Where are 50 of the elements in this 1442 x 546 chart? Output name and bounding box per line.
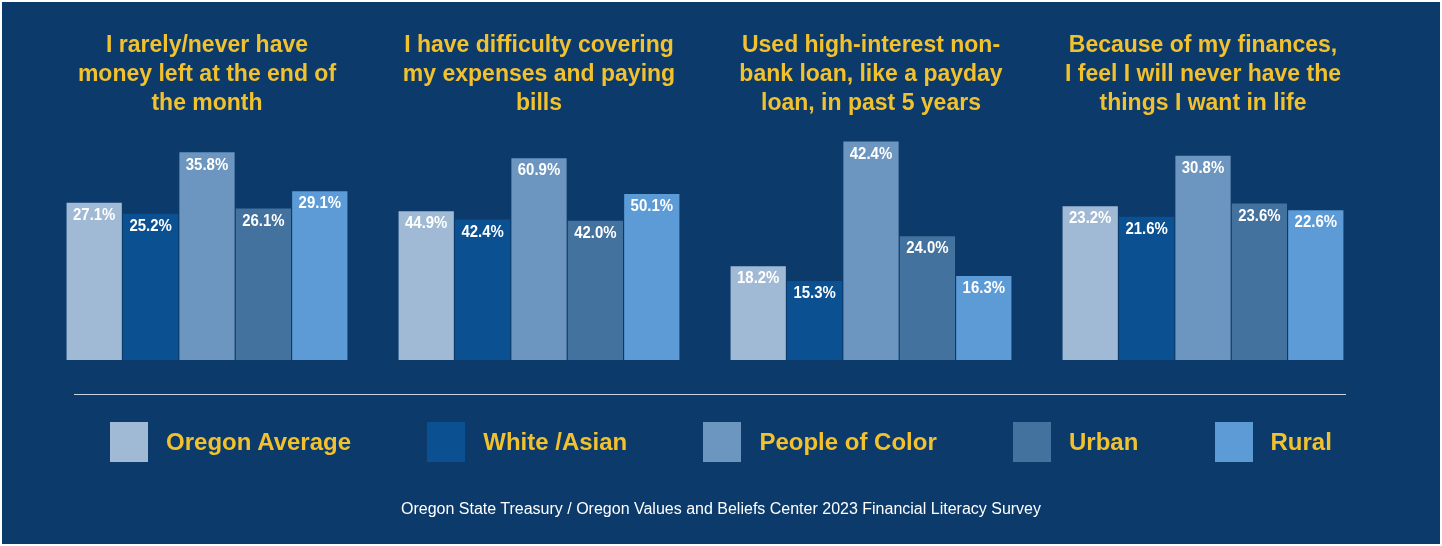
- bar: [843, 141, 899, 360]
- data-label: 22.6%: [1294, 212, 1337, 231]
- bar: [1118, 216, 1175, 360]
- bar: [292, 191, 348, 360]
- bar: [398, 211, 454, 360]
- data-label: 27.1%: [73, 205, 116, 224]
- data-label: 23.6%: [1238, 205, 1281, 224]
- data-label: 42.4%: [461, 221, 504, 240]
- chart-title: I have difficulty covering my expenses and paying bills: [401, 30, 677, 117]
- bar: [956, 275, 1012, 360]
- data-label: 35.8%: [185, 154, 229, 173]
- bar: [567, 220, 624, 360]
- bar: [235, 208, 292, 360]
- data-label: 26.1%: [242, 210, 285, 229]
- legend-label: People of Color: [759, 428, 937, 456]
- data-label: 50.1%: [630, 196, 673, 215]
- data-label: 29.1%: [298, 193, 341, 212]
- data-label: 30.8%: [1181, 158, 1225, 177]
- data-label: 15.3%: [793, 283, 836, 302]
- data-label: 42.0%: [574, 223, 617, 242]
- data-label: 16.3%: [962, 278, 1005, 297]
- bar: [730, 266, 786, 360]
- bar: [511, 158, 567, 360]
- legend-label: White /Asian: [483, 428, 628, 456]
- bar: [122, 213, 179, 360]
- chart-title: Because of my finances, I feel I will never have the things I want in life: [1063, 30, 1343, 117]
- legend-label: Oregon Average: [166, 428, 352, 456]
- legend-label: Urban: [1068, 428, 1139, 456]
- data-label: 18.2%: [737, 268, 780, 287]
- bar: [179, 152, 235, 360]
- data-label: 24.0%: [906, 238, 949, 257]
- text: Oregon State Treasury / Oregon Values and Beliefs Center 2023 Financial Literacy Survey: [399, 500, 1042, 518]
- data-label: 42.4%: [849, 143, 893, 162]
- bar: [1288, 210, 1344, 360]
- data-label: 44.9%: [405, 213, 448, 232]
- chart-title: I rarely/never have money left at the end of the month: [76, 30, 338, 117]
- bar: [624, 193, 680, 360]
- bar: [1231, 203, 1288, 360]
- bar: [1062, 206, 1118, 360]
- legend-label: Rural: [1270, 428, 1332, 456]
- bar: [66, 202, 122, 360]
- chart-title: Used high-interest non-bank loan, like a payday loan, in past 5 years: [738, 30, 1004, 117]
- bar: [899, 236, 956, 360]
- data-label: 21.6%: [1125, 219, 1168, 238]
- data-label: 60.9%: [517, 160, 561, 179]
- bar: [454, 219, 511, 360]
- data-label: 23.2%: [1069, 208, 1112, 227]
- bar: [786, 281, 843, 360]
- bar: [1175, 155, 1231, 360]
- data-label: 25.2%: [129, 216, 172, 235]
